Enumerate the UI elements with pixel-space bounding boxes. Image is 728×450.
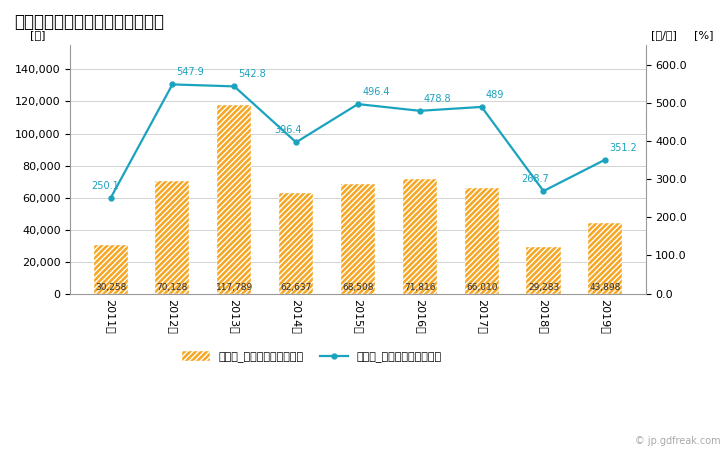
Text: © jp.gdfreak.com: © jp.gdfreak.com	[635, 436, 721, 446]
Text: 250.1: 250.1	[91, 181, 119, 191]
Legend: 非木造_床面積合計（左軸）, 非木造_平均床面積（右軸）: 非木造_床面積合計（左軸）, 非木造_平均床面積（右軸）	[178, 347, 446, 368]
Text: 70,128: 70,128	[157, 284, 188, 292]
Bar	[217, 105, 251, 294]
Text: 117,789: 117,789	[215, 284, 253, 292]
Text: 68,508: 68,508	[342, 284, 373, 292]
Bar	[464, 188, 499, 294]
Text: 71,816: 71,816	[404, 284, 435, 292]
非木造_平均床面積（右軸）	[168, 82, 177, 87]
Text: 43,898: 43,898	[590, 284, 621, 292]
非木造_平均床面積（右軸）	[292, 140, 301, 145]
非木造_平均床面積（右軸）	[354, 101, 363, 107]
Text: [%]: [%]	[695, 31, 714, 40]
Text: 489: 489	[486, 90, 505, 100]
Text: 268.7: 268.7	[521, 174, 549, 184]
Text: 542.8: 542.8	[238, 69, 266, 80]
Bar	[588, 223, 622, 294]
Text: 66,010: 66,010	[466, 284, 497, 292]
Text: 62,637: 62,637	[280, 284, 312, 292]
Line: 非木造_平均床面積（右軸）: 非木造_平均床面積（右軸）	[108, 82, 608, 201]
非木造_平均床面積（右軸）	[601, 157, 610, 162]
Bar	[155, 181, 189, 294]
Bar	[93, 245, 127, 294]
Text: 29,283: 29,283	[528, 284, 559, 292]
Bar	[403, 179, 437, 294]
Bar	[526, 247, 561, 294]
非木造_平均床面積（右軸）	[539, 189, 548, 194]
Bar	[341, 184, 375, 294]
Text: 30,258: 30,258	[95, 284, 126, 292]
Text: 478.8: 478.8	[424, 94, 451, 104]
Text: [㎡]: [㎡]	[30, 31, 46, 40]
Bar	[279, 194, 313, 294]
Text: [㎡/棟]: [㎡/棟]	[652, 31, 677, 40]
Text: 496.4: 496.4	[362, 87, 389, 97]
非木造_平均床面積（右軸）	[478, 104, 486, 110]
非木造_平均床面積（右軸）	[106, 195, 115, 201]
非木造_平均床面積（右軸）	[416, 108, 424, 113]
Text: 547.9: 547.9	[177, 68, 205, 77]
非木造_平均床面積（右軸）	[230, 84, 239, 89]
Text: 396.4: 396.4	[274, 126, 301, 135]
Text: 351.2: 351.2	[609, 143, 637, 153]
Text: 非木造建築物の床面積合計の推移: 非木造建築物の床面積合計の推移	[15, 14, 165, 32]
